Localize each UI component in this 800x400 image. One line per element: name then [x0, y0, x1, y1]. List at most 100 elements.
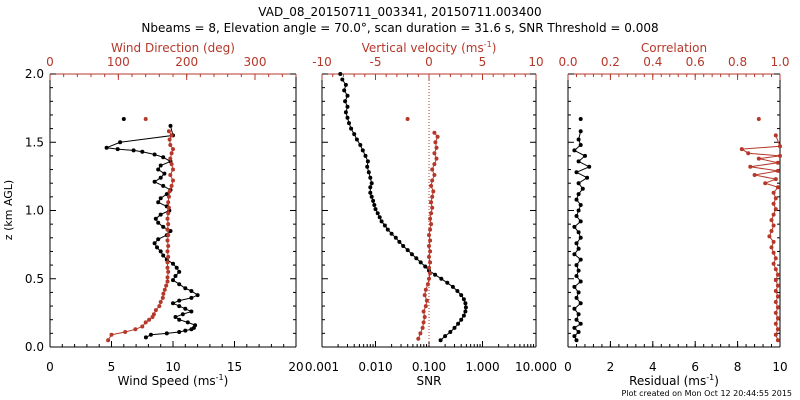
data-point: [583, 153, 587, 158]
data-point: [115, 147, 120, 152]
data-point: [773, 332, 778, 337]
data-point: [343, 110, 348, 115]
data-point: [366, 170, 371, 175]
data-point: [157, 304, 162, 309]
data-point: [189, 289, 194, 293]
data-point: [771, 223, 776, 228]
data-point: [109, 332, 114, 337]
data-point: [171, 301, 175, 306]
data-point: [166, 244, 171, 248]
data-point: [576, 330, 581, 334]
data-point: [427, 233, 431, 238]
data-point: [171, 178, 175, 183]
data-point: [572, 148, 577, 153]
data-point: [382, 223, 387, 228]
x-tick-label: 6: [691, 360, 699, 374]
top-tick-label: 0.8: [728, 55, 747, 69]
data-point: [427, 276, 431, 281]
data-point: [756, 156, 761, 161]
top-tick-label: 5: [479, 55, 487, 69]
top-axis-label: Correlation: [641, 41, 707, 55]
x-tick-label: 10: [772, 360, 787, 374]
data-point: [183, 328, 188, 333]
data-point: [168, 143, 173, 147]
data-point: [345, 93, 350, 98]
data-point: [778, 144, 782, 149]
data-point: [430, 178, 435, 183]
x-tick-label: 2: [607, 360, 615, 374]
data-point: [574, 263, 579, 268]
data-point: [165, 216, 170, 221]
bottom-axis-label: Residual (ms-1): [629, 373, 719, 388]
data-point: [161, 224, 166, 229]
data-point: [131, 148, 136, 153]
y-tick-label: 0.5: [25, 272, 44, 286]
data-point: [171, 261, 175, 266]
data-point: [166, 194, 171, 199]
data-point: [352, 132, 357, 137]
top-tick-label: 0.2: [601, 55, 620, 69]
data-point: [767, 234, 772, 239]
data-point: [140, 149, 145, 154]
panel-1: 0.00.51.01.52.00 5 10 15 200 100 200 300: [25, 55, 304, 374]
data-point: [434, 156, 439, 161]
data-point: [123, 330, 128, 334]
data-point: [578, 321, 583, 326]
panel-frame: [321, 73, 537, 348]
data-point: [168, 123, 173, 128]
data-point: [572, 325, 577, 330]
data-point: [342, 88, 347, 93]
data-point: [166, 254, 171, 259]
series-line: [107, 131, 174, 341]
data-point: [572, 284, 577, 289]
top-tick-label: 10: [528, 55, 543, 69]
data-point: [369, 194, 374, 199]
data-point: [428, 260, 433, 265]
series-line: [104, 125, 199, 338]
data-point: [166, 211, 171, 216]
data-point: [763, 181, 768, 186]
data-point: [576, 230, 581, 235]
data-point: [338, 72, 343, 76]
y-tick-label: 2.0: [25, 67, 44, 81]
data-point: [373, 207, 378, 212]
data-point: [158, 163, 163, 168]
data-point: [166, 233, 171, 238]
data-point: [773, 207, 778, 212]
top-tick-label: 0.6: [686, 55, 705, 69]
data-point: [576, 208, 581, 213]
data-point: [430, 194, 435, 199]
data-point: [578, 129, 583, 134]
data-point: [433, 272, 438, 277]
data-point: [165, 238, 170, 243]
data-point: [171, 147, 175, 152]
data-point: [365, 164, 370, 169]
data-point: [368, 190, 373, 195]
top-tick-label: 0: [46, 55, 54, 69]
data-point: [769, 229, 774, 233]
data-point: [118, 140, 123, 145]
data-point: [578, 235, 583, 240]
data-point: [771, 250, 776, 255]
data-point: [340, 77, 345, 82]
data-point: [173, 315, 178, 319]
top-tick-label: 0: [425, 55, 433, 69]
data-point: [428, 249, 433, 254]
data-point: [432, 151, 437, 156]
data-point: [162, 287, 167, 292]
y-axis-label: z (km AGL): [2, 180, 15, 240]
data-point: [177, 282, 182, 287]
y-tick-label: 1.0: [25, 204, 44, 218]
data-point: [161, 253, 166, 258]
data-point: [574, 338, 579, 343]
data-point: [430, 167, 435, 172]
data-point: [578, 203, 583, 207]
data-point: [421, 309, 426, 314]
series-line: [740, 135, 781, 341]
data-point: [574, 214, 579, 218]
data-point: [429, 200, 434, 205]
data-point: [152, 241, 157, 246]
data-point: [158, 249, 163, 254]
data-point: [349, 126, 354, 131]
data-point: [775, 272, 780, 277]
